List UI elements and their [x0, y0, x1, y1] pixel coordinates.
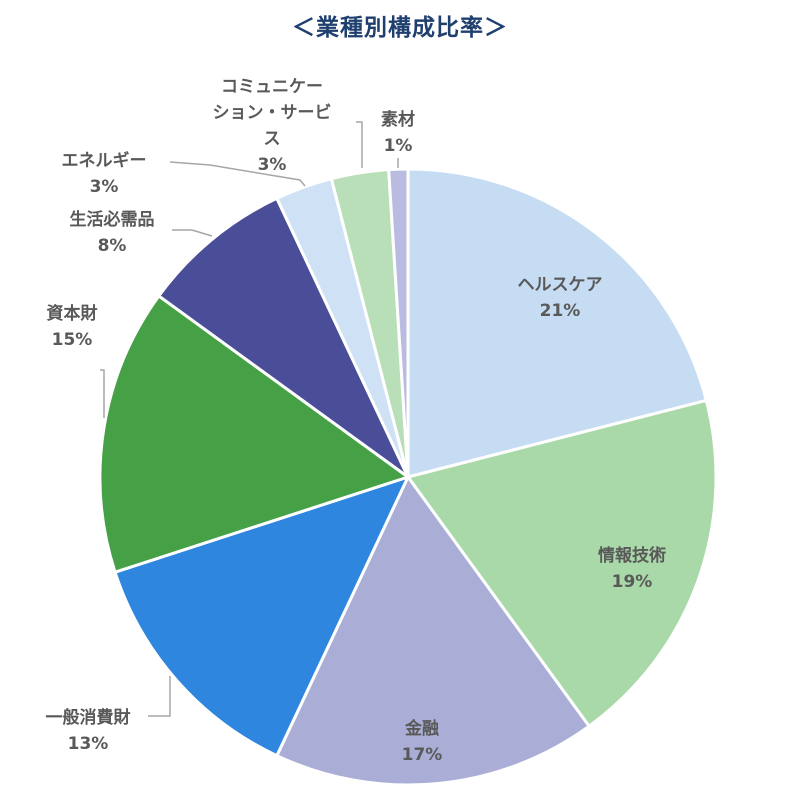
- slice-label-name: ス: [264, 129, 281, 149]
- slice-label-value: 13%: [68, 734, 109, 754]
- slice-label-4: 一般消費財 13%: [46, 707, 131, 754]
- slice-label-value: 3%: [90, 177, 119, 197]
- slice-label-name: 一般消費財: [46, 707, 131, 728]
- slice-label-8: コミュニケーション・サービス 3%: [213, 77, 332, 175]
- slice-label-9: 素材 1%: [381, 109, 415, 156]
- slice-label-name: コミュニケー: [221, 77, 323, 97]
- slice-label-value: 8%: [98, 236, 127, 256]
- chart-title: ＜業種別構成比率＞: [292, 15, 508, 41]
- slice-label-value: 17%: [402, 745, 443, 765]
- slice-label-name: ション・サービ: [213, 103, 332, 123]
- slice-label-name: 資本財: [47, 303, 98, 324]
- leader-line-6: [172, 229, 213, 237]
- leader-line-8: [356, 121, 363, 168]
- pie-slice-9: [387, 167, 410, 479]
- leader-line-4: [148, 676, 171, 717]
- slice-label-name: 生活必需品: [70, 209, 155, 230]
- pie-slice-3: [275, 475, 591, 787]
- slice-label-7: エネルギー 3%: [62, 151, 147, 197]
- slice-label-name: ヘルスケア: [518, 275, 603, 295]
- slice-label-value: 1%: [384, 136, 413, 156]
- leader-lines: [100, 121, 399, 717]
- slice-label-value: 15%: [52, 330, 93, 350]
- slice-label-name: エネルギー: [62, 151, 147, 171]
- slice-label-value: 19%: [612, 572, 653, 592]
- pie-slices: [98, 167, 718, 787]
- slice-label-value: 21%: [540, 301, 581, 321]
- slice-label-2: 情報技術 19%: [598, 545, 666, 592]
- slice-label-name: 金融: [404, 718, 439, 739]
- pie-slice-5: [98, 294, 410, 574]
- pie-slice-2: [406, 398, 718, 728]
- leader-line-7: [169, 161, 306, 187]
- slice-label-6: 生活必需品 8%: [70, 209, 155, 256]
- slice-label-name: 情報技術: [598, 545, 666, 566]
- slice-label-1: ヘルスケア 21%: [518, 275, 603, 321]
- leader-line-5: [100, 369, 105, 418]
- slice-label-value: 3%: [258, 155, 287, 175]
- slice-label-name: 素材: [381, 109, 415, 130]
- slice-label-5: 資本財 15%: [47, 303, 98, 350]
- slice-labels: ヘルスケア 21% 情報技術 19% 金融 17% 一般消費財 13% 資本財 15% 生活必需品 8…: [46, 77, 667, 765]
- pie-slice-1: [406, 167, 708, 479]
- slice-label-3: 金融 17%: [402, 718, 443, 765]
- pie-slice-6: [157, 196, 410, 479]
- pie-slice-4: [113, 475, 410, 758]
